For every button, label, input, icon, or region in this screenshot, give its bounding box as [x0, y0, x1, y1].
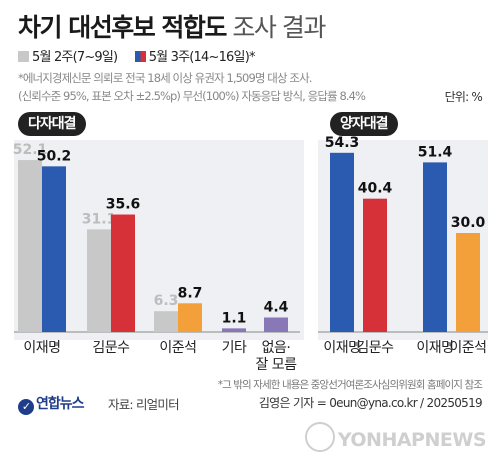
category-label-3: 기타 — [222, 340, 247, 356]
category-label-2: 이준석 — [159, 340, 196, 356]
watermark-icon — [304, 422, 335, 452]
bar-week2-2 — [154, 311, 178, 332]
chart-title: 차기 대선후보 적합도 조사 결과 — [18, 8, 326, 44]
two-way-value-0: 54.3 — [325, 135, 360, 151]
two-way-value-2: 51.4 — [418, 144, 453, 160]
two-way-value-1: 40.4 — [358, 181, 393, 197]
survey-note-2: (신뢰수준 95%, 표본 오차 ±2.5%p) 무선(100%) 자동응답 방… — [18, 89, 366, 103]
value-week3-3: 1.1 — [222, 310, 247, 326]
legend-swatch-week3 — [134, 51, 146, 62]
category-label-1: 김문수 — [92, 340, 130, 356]
value-week3-1: 35.6 — [106, 197, 141, 213]
title-sub: 조사 결과 — [232, 13, 326, 42]
two-way-bar-0 — [330, 152, 354, 332]
yonhap-logo: ✓ 연합뉴스 — [18, 393, 85, 415]
bar-week3-0 — [42, 166, 66, 332]
two-way-bar-1 — [363, 198, 387, 332]
two-way-category-0: 이재명 — [323, 340, 360, 356]
two-way-badge: 양자대결 — [330, 112, 398, 136]
value-week3-0: 50.2 — [37, 148, 72, 164]
two-way-category-1: 김문수 — [356, 340, 394, 356]
value-week2-2: 6.3 — [154, 293, 179, 309]
bar-chart: 52.150.2 이재명 31.135.6 김문수 6.3 8.7 이준석 1.1 기타 4.4 없… — [13, 135, 488, 373]
value-week2-0: 52.1 — [13, 142, 48, 158]
survey-note-1: *에너지경제신문 의뢰로 전국 18세 이상 유권자 1,509명 대상 조사. — [18, 71, 312, 85]
legend-week3: 5월 3주(14~16일)* — [148, 50, 256, 65]
bar-week3-2 — [178, 303, 202, 332]
category-label-0: 이재명 — [23, 340, 60, 356]
footnote: *그 밖의 자세한 내용은 중앙선거여론조사심의위원회 홈페이지 참조 — [217, 379, 483, 391]
credit: 김영은 기자 = 0eun@yna.co.kr / 20250519 — [258, 396, 483, 410]
logo-text: 연합뉴스 — [36, 396, 85, 412]
multi-race-badge: 다자대결 — [18, 112, 86, 136]
legend-week2: 5월 2주(7~9일) — [32, 50, 118, 65]
logo-icon: ✓ — [18, 399, 34, 415]
bar-week3-1 — [111, 214, 135, 332]
bar-week3-4 — [264, 317, 288, 332]
watermark: YONHAPNEWS — [304, 422, 487, 452]
value-week3-2: 8.7 — [178, 285, 203, 301]
source: 자료: 리얼미터 — [108, 397, 180, 412]
two-way-value-3: 30.0 — [451, 215, 486, 231]
watermark-text: YONHAPNEWS — [337, 429, 487, 451]
legend: 5월 2주(7~9일) 5월 3주(14~16일)* — [18, 46, 255, 65]
two-way-bar-3 — [456, 233, 480, 332]
title-main: 차기 대선후보 적합도 — [18, 13, 227, 42]
two-way-category-2: 이재명 — [416, 340, 453, 356]
bar-week2-0 — [18, 160, 42, 332]
two-way-bar-2 — [423, 162, 447, 332]
legend-swatch-week2 — [18, 51, 29, 62]
value-week2-1: 31.1 — [82, 211, 117, 227]
value-week3-4: 4.4 — [264, 299, 289, 315]
unit-label: 단위: % — [444, 90, 483, 104]
bar-week2-1 — [87, 229, 111, 332]
bar-week3-3 — [222, 328, 246, 332]
two-way-category-3: 이준석 — [449, 340, 486, 356]
category-label-4: 없음· 잘 모름 — [255, 340, 297, 373]
